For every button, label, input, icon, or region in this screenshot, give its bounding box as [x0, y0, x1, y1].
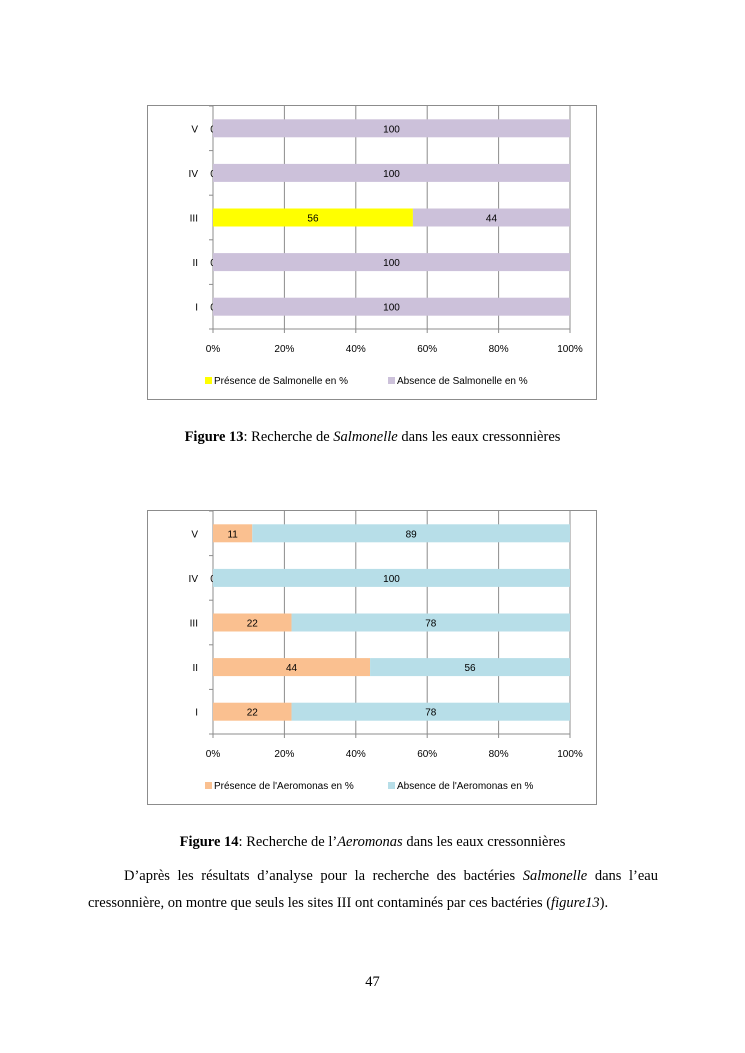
y-tick-label: III: [190, 214, 198, 225]
data-label: 22: [247, 619, 259, 630]
data-label: 100: [383, 303, 400, 314]
data-label: 22: [247, 708, 259, 719]
caption-text: dans les eaux cressonnières: [402, 834, 566, 850]
x-tick-label: 80%: [489, 749, 509, 760]
bar-segment: [213, 208, 413, 227]
x-tick-label: 20%: [274, 749, 294, 760]
bar-segment: [213, 568, 570, 587]
data-label: 78: [425, 708, 437, 719]
bar-segment: [213, 163, 570, 182]
text: D’après les résultats d’analyse pour la …: [124, 868, 523, 884]
y-tick-label: IV: [189, 169, 199, 180]
italic-text: Salmonelle: [522, 868, 588, 884]
body-paragraph: D’après les résultats d’analyse pour la …: [88, 863, 658, 917]
y-tick-label: II: [192, 258, 198, 269]
y-tick-label: IV: [189, 574, 199, 585]
y-tick-label: I: [195, 303, 198, 314]
x-tick-label: 40%: [346, 749, 366, 760]
caption-label: Figure 14: [179, 834, 239, 850]
x-tick-label: 100%: [557, 749, 583, 760]
caption-text: : Recherche de l’: [238, 834, 338, 850]
legend-swatch: [205, 782, 212, 789]
x-tick-label: 0%: [206, 344, 221, 355]
x-tick-label: 0%: [206, 749, 221, 760]
bar-segment: [252, 524, 570, 543]
data-label: 100: [383, 258, 400, 269]
legend-label: Absence de l'Aeromonas en %: [397, 781, 534, 792]
bar-segment: [213, 297, 570, 316]
x-tick-label: 60%: [417, 749, 437, 760]
bar-segment: [291, 613, 570, 632]
x-tick-label: 80%: [489, 344, 509, 355]
legend-swatch: [205, 377, 212, 384]
figure-14-caption: Figure 14: Recherche de l’Aeromonas dans…: [0, 834, 745, 851]
data-label: 100: [383, 169, 400, 180]
legend-label: Présence de l'Aeromonas en %: [214, 781, 354, 792]
caption-italic: Aeromonas: [337, 834, 403, 850]
bar-segment: [412, 208, 570, 227]
x-tick-label: 20%: [274, 344, 294, 355]
x-tick-label: 60%: [417, 344, 437, 355]
legend-swatch: [388, 377, 395, 384]
x-tick-label: 40%: [346, 344, 366, 355]
legend-label: Présence de Salmonelle en %: [214, 376, 348, 387]
text: dans l’eau cressonnière, on montre que s…: [88, 868, 658, 911]
caption-italic: Salmonelle: [333, 429, 398, 445]
caption-text: dans les eaux cressonnières: [397, 429, 561, 445]
bar-segment: [213, 119, 570, 138]
y-tick-label: III: [190, 619, 198, 630]
italic-text: figure13: [551, 895, 600, 911]
data-label: 56: [464, 663, 476, 674]
text: ).: [599, 895, 609, 911]
page-number: 47: [365, 974, 380, 990]
data-label: 89: [406, 529, 418, 540]
aeromonas-chart: 0%20%40%60%80%100%V1189IV0100III2278II44…: [147, 510, 597, 805]
y-tick-label: V: [191, 529, 198, 540]
bar-segment: [213, 702, 292, 721]
y-tick-label: II: [192, 663, 198, 674]
data-label: 44: [286, 663, 298, 674]
data-label: 78: [425, 619, 437, 630]
y-tick-label: V: [191, 124, 198, 135]
bar-segment: [213, 524, 253, 543]
bar-segment: [213, 253, 570, 272]
bar-segment: [291, 702, 570, 721]
bar-segment: [213, 658, 371, 677]
caption-label: Figure 13: [184, 429, 244, 445]
legend-swatch: [388, 782, 395, 789]
data-label: 11: [227, 529, 238, 540]
bar-segment: [213, 613, 292, 632]
data-label: 100: [383, 124, 400, 135]
x-tick-label: 100%: [557, 344, 583, 355]
caption-text: : Recherche de: [243, 429, 334, 445]
salmonelle-chart: 0%20%40%60%80%100%V0100IV0100III5644II01…: [147, 105, 597, 400]
data-label: 44: [486, 214, 498, 225]
bar-segment: [370, 658, 570, 677]
data-label: 56: [307, 214, 319, 225]
data-label: 100: [383, 574, 400, 585]
figure-13-caption: Figure 13: Recherche de Salmonelle dans …: [0, 429, 745, 446]
y-tick-label: I: [195, 708, 198, 719]
legend-label: Absence de Salmonelle en %: [397, 376, 528, 387]
